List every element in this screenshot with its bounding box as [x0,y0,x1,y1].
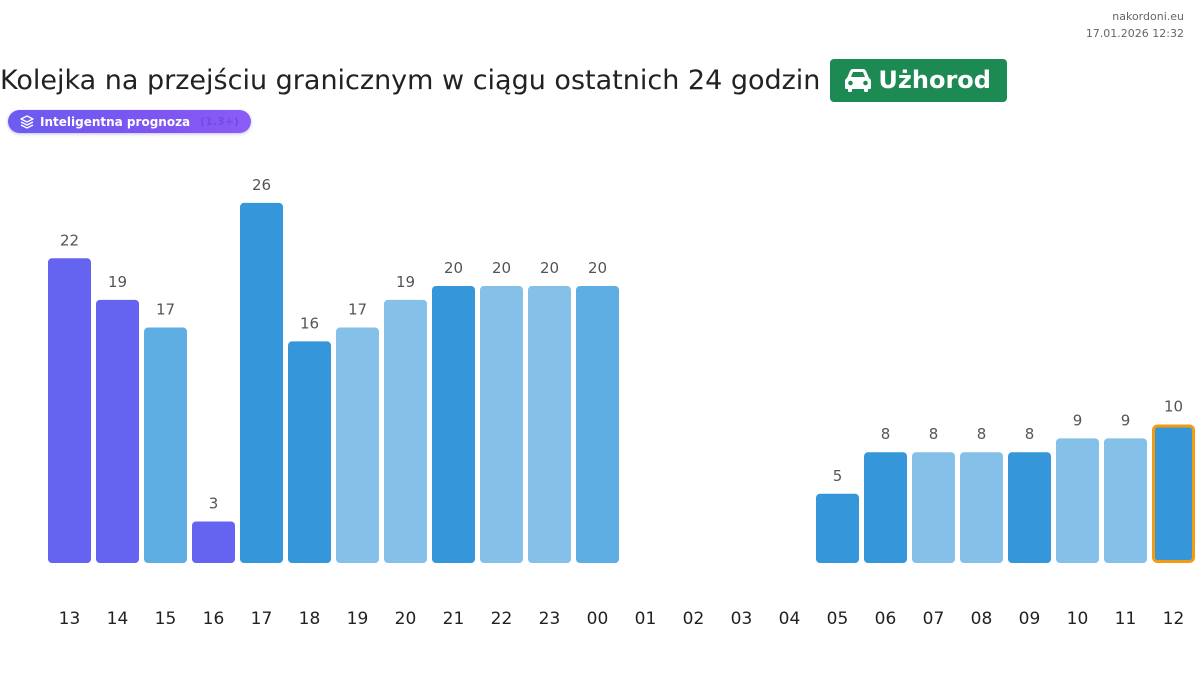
border-badge[interactable]: Użhorod [830,58,1007,102]
bar[interactable] [480,286,523,563]
bar-value-label: 17 [348,301,367,319]
bar-value-label: 5 [833,467,843,485]
x-tick-label: 02 [683,609,705,629]
x-tick-label: 14 [107,609,129,629]
bar[interactable] [432,286,475,563]
x-tick-label: 06 [875,609,897,629]
bar-value-label: 8 [929,425,939,443]
bar[interactable] [528,286,571,563]
page-title: Kolejka na przejściu granicznym w ciągu … [0,64,821,96]
bar-value-label: 20 [540,259,559,277]
x-tick-label: 21 [443,609,465,629]
bar-value-label: 10 [1164,398,1183,416]
bar-value-label: 22 [60,231,79,249]
bar[interactable] [960,452,1003,563]
layers-icon [20,114,34,129]
x-tick-label: 03 [731,609,753,629]
x-tick-label: 22 [491,609,513,629]
bar[interactable] [48,258,91,563]
bar-value-label: 8 [1025,425,1035,443]
x-tick-label: 15 [155,609,177,629]
x-tick-label: 23 [539,609,561,629]
x-tick-label: 18 [299,609,321,629]
bar[interactable] [144,327,187,563]
x-tick-label: 09 [1019,609,1041,629]
prognosis-version: (1.3+) [200,115,239,128]
bar[interactable] [336,327,379,563]
bar[interactable] [96,299,139,563]
bar-value-label: 20 [444,259,463,277]
bar-highlighted[interactable] [1152,424,1195,563]
x-tick-label: 12 [1163,609,1185,629]
bar-value-label: 9 [1073,411,1083,429]
x-tick-label: 16 [203,609,225,629]
x-tick-label: 17 [251,609,273,629]
bar[interactable] [384,299,427,563]
bar-value-label: 8 [881,425,891,443]
border-name: Użhorod [878,66,991,94]
bar-value-label: 9 [1121,411,1131,429]
bar-value-label: 20 [588,259,607,277]
x-tick-label: 04 [779,609,801,629]
bar[interactable] [1104,438,1147,563]
bar[interactable] [816,493,859,563]
bar[interactable] [192,521,235,563]
bar[interactable] [240,202,283,563]
x-tick-label: 05 [827,609,849,629]
car-icon [845,69,872,92]
x-tick-label: 20 [395,609,417,629]
x-tick-label: 07 [923,609,945,629]
bar-value-label: 8 [977,425,987,443]
x-tick-label: 01 [635,609,657,629]
bar-value-label: 3 [209,494,219,512]
x-tick-label: 00 [587,609,609,629]
header: Kolejka na przejściu granicznym w ciągu … [0,58,1007,102]
x-tick-label: 19 [347,609,369,629]
x-tick-label: 13 [59,609,81,629]
bar[interactable] [288,341,331,563]
bar-value-label: 20 [492,259,511,277]
prognosis-label: Inteligentna prognoza [40,114,191,129]
x-tick-label: 11 [1115,609,1137,629]
bar[interactable] [1056,438,1099,563]
x-tick-label: 08 [971,609,993,629]
timestamp: 17.01.2026 12:32 [1085,27,1184,40]
bar-value-label: 19 [396,273,415,291]
bar-value-label: 19 [108,273,127,291]
bar[interactable] [576,286,619,563]
prognosis-badge[interactable]: Inteligentna prognoza (1.3+) [8,110,251,133]
bar[interactable] [1008,452,1051,563]
meta-info: nakordoni.eu 17.01.2026 12:32 [1086,8,1184,42]
site-name: nakordoni.eu [1112,10,1184,23]
x-tick-label: 10 [1067,609,1089,629]
bar[interactable] [864,452,907,563]
bar-value-label: 16 [300,314,319,332]
bar-value-label: 17 [156,301,175,319]
bar-value-label: 26 [252,176,271,194]
bar[interactable] [912,452,955,563]
